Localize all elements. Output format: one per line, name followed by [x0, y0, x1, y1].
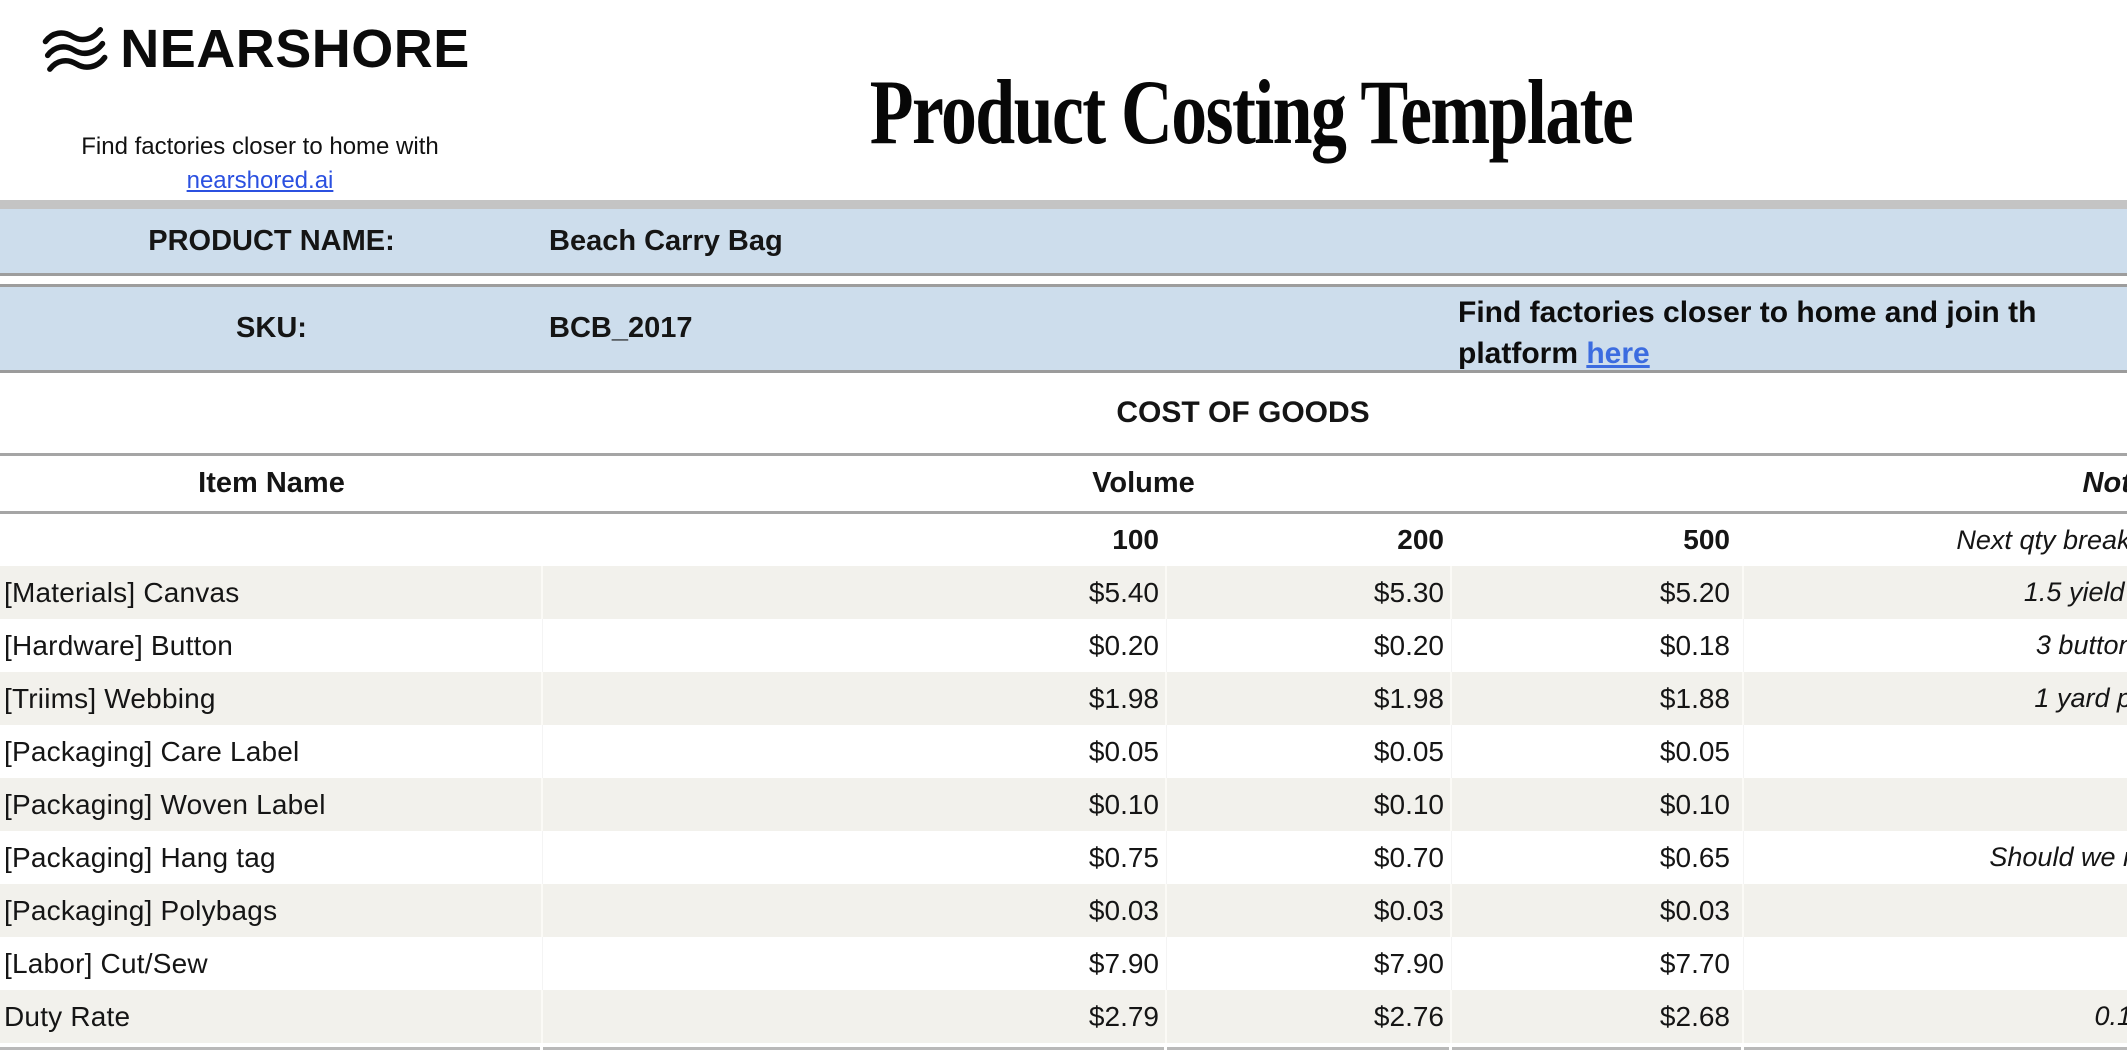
table-row: [Labor] Cut/Sew $7.90 $7.90 $7.70: [0, 937, 2127, 990]
price-200-cell: $0.70: [1167, 831, 1452, 884]
price-200-cell: $0.03: [1167, 884, 1452, 937]
page-title: Product Costing Template: [869, 61, 1634, 163]
note-cell: 3 buttons: [1744, 619, 2127, 672]
price-500-cell: $1.88: [1452, 672, 1744, 725]
price-500-cell: $0.65: [1452, 831, 1744, 884]
note-cell: [1744, 937, 2127, 990]
price-200-cell: $0.05: [1167, 725, 1452, 778]
qty-500-cell: 500: [1683, 524, 1730, 555]
item-name-cell: [Packaging] Care Label: [0, 725, 543, 778]
nearshored-link[interactable]: nearshored.ai: [186, 167, 334, 194]
brand-logo: NEARSHORE: [0, 18, 512, 80]
table-row: Duty Rate $2.79 $2.76 $2.68 0.12: [0, 990, 2127, 1043]
promo-banner: Find factories closer to home and join t…: [1458, 292, 2036, 374]
price-100-cell: $5.40: [543, 566, 1167, 619]
note-cell: 1.5 yield p: [1744, 566, 2127, 619]
spacer-row: [0, 276, 2127, 287]
price-200-cell: $7.90: [1167, 937, 1452, 990]
table-row: [Packaging] Polybags $0.03 $0.03 $0.03: [0, 884, 2127, 937]
price-100-cell: $0.03: [543, 884, 1167, 937]
table-row: [Packaging] Hang tag $0.75 $0.70 $0.65 S…: [0, 831, 2127, 884]
table-header-row: Item Name Volume Note: [0, 456, 2127, 514]
price-100-cell: $7.90: [543, 937, 1167, 990]
promo-line-1: Find factories closer to home and join t…: [1458, 296, 2037, 329]
price-500-cell: $7.70: [1452, 937, 1744, 990]
price-500-cell: $0.10: [1452, 778, 1744, 831]
qty-100-cell: 100: [1112, 524, 1159, 555]
waves-icon: [42, 27, 108, 72]
item-name-cell: [Triims] Webbing: [0, 672, 543, 725]
header-volume: Volume: [1092, 467, 1195, 499]
product-name-label: PRODUCT NAME:: [148, 224, 395, 257]
qty-200-cell: 200: [1397, 524, 1444, 555]
page-header: NEARSHORE Find factories closer to home …: [0, 0, 2127, 200]
price-500-cell: $0.03: [1452, 884, 1744, 937]
brand-name: NEARSHORE: [120, 19, 470, 79]
price-500-cell: $5.20: [1452, 566, 1744, 619]
qty-spacer-cell: [0, 514, 543, 566]
price-200-cell: $0.10: [1167, 778, 1452, 831]
header-note: Note: [2082, 467, 2127, 499]
note-cell: [1744, 725, 2127, 778]
note-cell: Should we re: [1744, 831, 2127, 884]
header-item-name: Item Name: [198, 467, 345, 499]
item-name-cell: [Packaging] Polybags: [0, 884, 543, 937]
cost-of-goods-section: COST OF GOODS: [0, 373, 2127, 456]
divider-band: [0, 200, 2127, 209]
tagline-text: Find factories closer to home with: [81, 133, 439, 160]
price-100-cell: $0.75: [543, 831, 1167, 884]
product-name-row: PRODUCT NAME: Beach Carry Bag: [0, 209, 2127, 276]
price-500-cell: $0.18: [1452, 619, 1744, 672]
item-name-cell: [Hardware] Button: [0, 619, 543, 672]
brand-tagline: Find factories closer to home with nears…: [10, 130, 510, 198]
qty-note-cell: Next qty break (: [1956, 524, 2127, 555]
promo-line-2: platform here: [1458, 333, 2036, 374]
price-200-cell: $0.20: [1167, 619, 1452, 672]
price-200-cell: $1.98: [1167, 672, 1452, 725]
item-name-cell: [Labor] Cut/Sew: [0, 937, 543, 990]
item-name-cell: [Packaging] Woven Label: [0, 778, 543, 831]
item-name-cell: [Materials] Canvas: [0, 566, 543, 619]
price-500-cell: $0.05: [1452, 725, 1744, 778]
sku-label: SKU:: [236, 312, 307, 344]
product-name-value: Beach Carry Bag: [549, 224, 783, 257]
note-cell: 1 yard pe: [1744, 672, 2127, 725]
bottom-spacer: [0, 1043, 2127, 1047]
table-row: [Hardware] Button $0.20 $0.20 $0.18 3 bu…: [0, 619, 2127, 672]
promo-line-2-text: platform: [1458, 337, 1587, 370]
note-cell: [1744, 884, 2127, 937]
price-200-cell: $5.30: [1167, 566, 1452, 619]
item-name-cell: Duty Rate: [0, 990, 543, 1043]
note-cell: [1744, 778, 2127, 831]
bottom-grid-line: [0, 1047, 2127, 1050]
qty-break-row: 100 200 500 Next qty break (: [0, 514, 2127, 566]
price-100-cell: $0.05: [543, 725, 1167, 778]
price-100-cell: $2.79: [543, 990, 1167, 1043]
item-name-cell: [Packaging] Hang tag: [0, 831, 543, 884]
sku-row: SKU: BCB_2017 Find factories closer to h…: [0, 287, 2127, 373]
table-row: [Materials] Canvas $5.40 $5.30 $5.20 1.5…: [0, 566, 2127, 619]
price-100-cell: $0.20: [543, 619, 1167, 672]
here-link[interactable]: here: [1586, 337, 1650, 370]
section-title: COST OF GOODS: [1116, 396, 1370, 429]
price-100-cell: $1.98: [543, 672, 1167, 725]
table-row: [Triims] Webbing $1.98 $1.98 $1.88 1 yar…: [0, 672, 2127, 725]
price-500-cell: $2.68: [1452, 990, 1744, 1043]
note-cell: 0.12: [1744, 990, 2127, 1043]
sku-value: BCB_2017: [549, 312, 693, 344]
table-row: [Packaging] Woven Label $0.10 $0.10 $0.1…: [0, 778, 2127, 831]
price-100-cell: $0.10: [543, 778, 1167, 831]
price-200-cell: $2.76: [1167, 990, 1452, 1043]
table-row: [Packaging] Care Label $0.05 $0.05 $0.05: [0, 725, 2127, 778]
